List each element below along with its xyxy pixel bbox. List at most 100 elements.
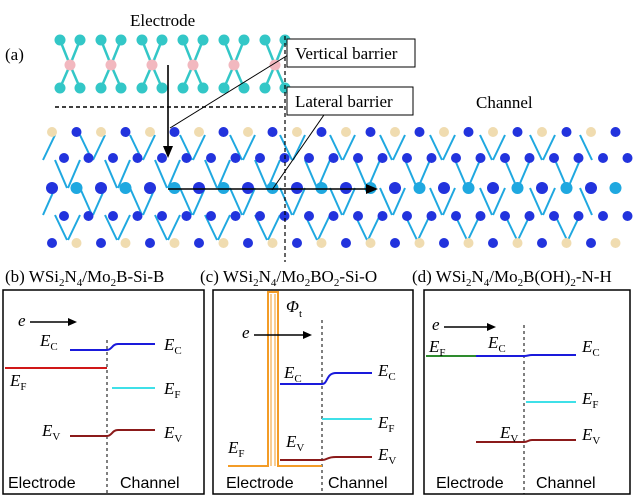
panel-d-ef-left-label: EF — [428, 337, 446, 359]
channel-bond — [117, 159, 131, 189]
channel-bond — [154, 214, 168, 241]
panel-d-ec-line — [476, 354, 576, 357]
panel-b-electron-arrowhead — [68, 318, 77, 326]
channel-atom — [622, 153, 633, 163]
channel-atom — [438, 182, 450, 194]
channel-bond — [367, 214, 381, 241]
channel-atom — [193, 182, 205, 194]
channel-atom — [120, 127, 131, 137]
channel-bond — [242, 134, 256, 161]
channel-bond — [279, 187, 293, 216]
channel-atom — [70, 182, 83, 194]
panel-b-ev-right-label: EV — [163, 423, 182, 445]
channel-bond — [442, 134, 456, 161]
channel-atom — [145, 238, 155, 248]
channel-bond — [217, 214, 231, 241]
panel-d-title-text: (d) WSi2N4/Mo2B(OH)2-N-H — [412, 267, 612, 289]
channel-bond — [304, 159, 318, 189]
channel-atom — [414, 238, 425, 248]
channel-atom — [560, 182, 573, 194]
channel-atom — [291, 182, 303, 194]
channel-atom — [609, 182, 622, 194]
channel-bond — [54, 159, 68, 189]
panel-c-electrode-label: Electrode — [226, 475, 294, 492]
channel-bond — [529, 134, 543, 161]
panel-d-electrode-label: Electrode — [436, 475, 504, 492]
channel-atom — [71, 127, 82, 137]
channel-atom — [279, 211, 290, 221]
panel-c-ev-right-label: EV — [377, 445, 396, 467]
channel-bond — [317, 214, 331, 241]
channel-bond — [254, 159, 268, 189]
vertical-arrowhead — [163, 146, 173, 158]
channel-atom — [218, 127, 229, 137]
channel-bond — [117, 214, 131, 241]
channel-atom — [402, 211, 412, 221]
channel-bond — [354, 159, 368, 189]
channel-bond — [192, 134, 206, 161]
channel-atom — [144, 182, 156, 194]
electrode-atom-pink — [228, 59, 240, 71]
channel-atom — [304, 153, 314, 163]
channel-atom — [536, 182, 548, 194]
electrode-atom-teal — [156, 82, 168, 94]
channel-atom — [71, 238, 82, 248]
channel-atom — [573, 211, 584, 221]
panel-c-barrier — [228, 291, 322, 467]
channel-atom — [586, 238, 596, 248]
electrode-atom-teal — [238, 82, 250, 94]
panel-c-ec-line — [280, 372, 372, 385]
channel-bond — [404, 159, 418, 189]
panel-d-ec-left-label: EC — [487, 333, 506, 355]
panel-d-channel-label: Channel — [536, 475, 596, 492]
channel-bond — [267, 214, 281, 241]
electrode-atom-teal — [156, 34, 168, 46]
channel-atom — [255, 153, 265, 163]
channel-bond — [392, 187, 406, 216]
channel-atom — [169, 127, 180, 137]
panel-b-channel-label: Channel — [120, 475, 180, 492]
channel-bond — [79, 187, 93, 216]
electrode-bonds — [58, 39, 287, 89]
channel-atom — [561, 238, 572, 248]
channel-atom — [119, 182, 132, 194]
electrode-atom-pink — [146, 59, 158, 71]
channel-bond — [167, 159, 181, 189]
panel-b-ev-line — [70, 429, 155, 437]
channel-atom — [561, 127, 572, 137]
panel-c-title: (c) WSi2N4/Mo2BO2-Si-O — [200, 267, 377, 289]
channel-bond — [154, 159, 168, 189]
electrode-atom-pink — [187, 59, 199, 71]
channel-atom — [487, 182, 499, 194]
electrode-atom-pink — [269, 59, 281, 71]
panel-c-ev-left-label: EV — [285, 432, 304, 454]
channel-bond — [167, 214, 181, 241]
channel-atom — [132, 211, 143, 221]
electrode-atom-teal — [197, 82, 209, 94]
panel-b-ef-right-label: EF — [163, 379, 181, 401]
channel-atom — [390, 238, 400, 248]
panel-c-barrier-inner — [270, 294, 276, 466]
electrode-lattice — [54, 34, 291, 94]
channel-bond — [379, 134, 393, 161]
channel-bond — [67, 159, 81, 189]
panel-d-electron-label: e — [432, 315, 440, 334]
channel-bond — [179, 187, 193, 216]
channel-atom — [537, 127, 547, 137]
electrode-atom-teal — [95, 82, 107, 94]
channel-atom — [46, 182, 58, 194]
channel-atom — [341, 127, 351, 137]
channel-atom — [439, 127, 449, 137]
panel-b-ev-left-label: EV — [41, 421, 60, 443]
panel-c-ec-left-label: EC — [283, 363, 302, 385]
channel-bond — [329, 134, 343, 161]
channel-bond — [104, 159, 118, 189]
channel-atom — [524, 211, 535, 221]
channel-atom — [328, 211, 339, 221]
panel-d-electron-arrowhead — [487, 323, 496, 331]
panel-b-title-text: (b) WSi2N4/Mo2B-Si-B — [5, 267, 164, 289]
electrode-title: Electrode — [130, 11, 195, 30]
channel-bond — [529, 187, 543, 216]
channel-bond — [329, 187, 343, 216]
panel-d-ec-right-label: EC — [581, 337, 600, 359]
